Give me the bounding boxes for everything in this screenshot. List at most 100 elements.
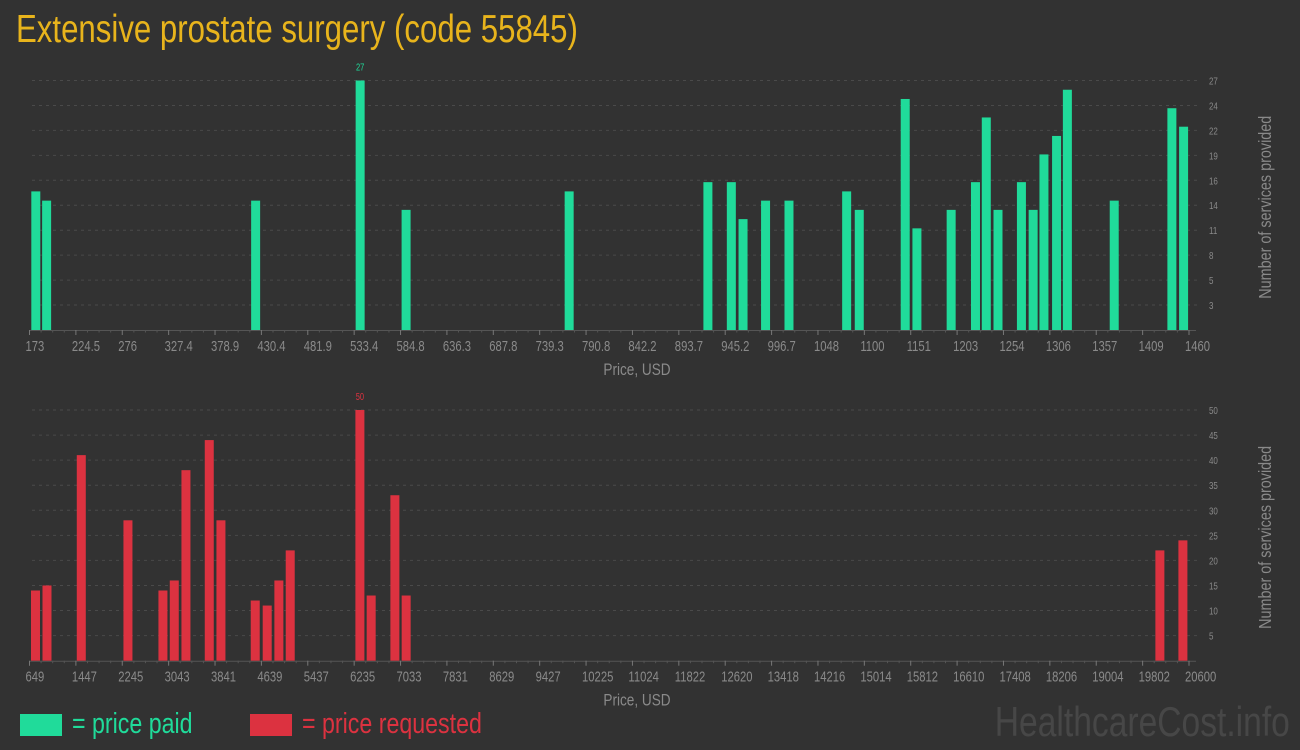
x-tick-label: 649	[26, 668, 45, 685]
max-value-label: 50	[356, 391, 364, 402]
y-tick-label: 25	[1209, 531, 1218, 542]
x-tick-label: 8629	[489, 668, 514, 685]
x-tick-label: 2245	[118, 668, 143, 685]
legend-swatch-requested	[250, 713, 292, 736]
x-tick-label: 7831	[443, 668, 468, 685]
bar	[1062, 89, 1072, 330]
bar	[1178, 540, 1188, 661]
y-tick-label: 5	[1209, 631, 1213, 642]
bar	[784, 200, 794, 330]
max-value-label: 27	[356, 61, 364, 72]
x-tick-label: 17408	[999, 668, 1030, 685]
bar	[738, 219, 748, 330]
x-tick-label: 945.2	[721, 337, 749, 354]
x-tick-label: 790.8	[582, 337, 610, 354]
x-tick-label: 687.8	[489, 337, 517, 354]
legend-label-paid: = price paid	[72, 708, 193, 740]
bar	[285, 550, 295, 661]
x-tick-label: 4639	[257, 668, 282, 685]
x-tick-label: 1409	[1139, 337, 1164, 354]
x-tick-label: 739.3	[536, 337, 564, 354]
x-tick-label: 20600	[1185, 668, 1216, 685]
x-tick-label: 11822	[675, 668, 705, 685]
y-tick-label: 35	[1209, 480, 1218, 491]
x-tick-label: 1048	[814, 337, 839, 354]
x-tick-label: 842.2	[628, 337, 656, 354]
y-tick-label: 40	[1209, 455, 1218, 466]
bar	[366, 595, 376, 661]
bar	[31, 191, 41, 330]
bar	[854, 209, 864, 330]
x-tick-label: 3043	[165, 668, 190, 685]
bar	[1179, 126, 1189, 330]
bar	[158, 590, 168, 661]
bar	[181, 470, 191, 661]
legend-swatch-paid	[20, 713, 62, 736]
x-tick-label: 1306	[1046, 337, 1071, 354]
x-tick-label: 1460	[1185, 337, 1210, 354]
y-tick-label: 5	[1209, 275, 1213, 286]
x-tick-label: 276	[118, 337, 137, 354]
x-tick-label: 430.4	[257, 337, 285, 354]
x-tick-label: 1254	[999, 337, 1024, 354]
bar	[564, 191, 574, 330]
x-tick-label: 996.7	[768, 337, 796, 354]
bar	[981, 117, 991, 331]
bar	[355, 410, 365, 661]
y-tick-label: 14	[1209, 200, 1218, 211]
bar	[1155, 550, 1165, 661]
bar	[1052, 135, 1062, 330]
bar	[993, 209, 1003, 330]
y-tick-label: 50	[1209, 405, 1218, 416]
bar	[1039, 154, 1049, 330]
x-tick-label: 10225	[582, 668, 613, 685]
y-tick-label: 24	[1209, 101, 1218, 112]
legend-item-price-paid: = price paid	[20, 708, 223, 741]
x-tick-label: 12620	[721, 668, 752, 685]
y-tick-label: 27	[1209, 76, 1218, 87]
bar	[842, 191, 852, 330]
bar	[169, 580, 179, 661]
x-tick-label: 9427	[536, 668, 561, 685]
bar	[274, 580, 284, 661]
x-tick-label: 481.9	[304, 337, 332, 354]
bar	[355, 80, 365, 330]
bar	[970, 182, 980, 330]
bar	[703, 182, 713, 330]
y-tick-label: 30	[1209, 505, 1218, 516]
y-tick-label: 10	[1209, 606, 1218, 617]
x-tick-label: 15014	[860, 668, 891, 685]
bar	[42, 200, 52, 330]
bar	[204, 440, 214, 661]
x-tick-label: 1151	[907, 337, 931, 354]
bar	[30, 590, 40, 661]
bar	[42, 585, 52, 661]
bar	[250, 600, 260, 661]
y-tick-label: 22	[1209, 126, 1218, 137]
y-tick-label: 15	[1209, 581, 1218, 592]
bar	[912, 228, 922, 330]
x-tick-label: 584.8	[397, 337, 425, 354]
y-tick-label: 20	[1209, 556, 1218, 567]
x-tick-label: 173	[26, 337, 45, 354]
x-tick-label: 1203	[953, 337, 978, 354]
bar	[401, 595, 411, 661]
bar	[726, 182, 736, 330]
y-axis-title: Number of services provided	[1256, 446, 1276, 629]
y-tick-label: 45	[1209, 430, 1218, 441]
x-tick-label: 3841	[211, 668, 236, 685]
x-tick-label: 5437	[304, 668, 329, 685]
bar	[262, 605, 272, 661]
bar	[401, 209, 411, 330]
bar	[1109, 200, 1119, 330]
chart-title: Extensive prostate surgery (code 55845)	[16, 8, 578, 51]
y-tick-label: 11	[1209, 225, 1217, 236]
x-tick-label: 6235	[350, 668, 375, 685]
legend-item-price-requested: = price requested	[250, 708, 527, 741]
x-tick-label: 378.9	[211, 337, 239, 354]
x-tick-label: 15812	[907, 668, 938, 685]
x-tick-label: 224.5	[72, 337, 100, 354]
bar	[1167, 108, 1177, 330]
x-tick-label: 327.4	[165, 337, 193, 354]
